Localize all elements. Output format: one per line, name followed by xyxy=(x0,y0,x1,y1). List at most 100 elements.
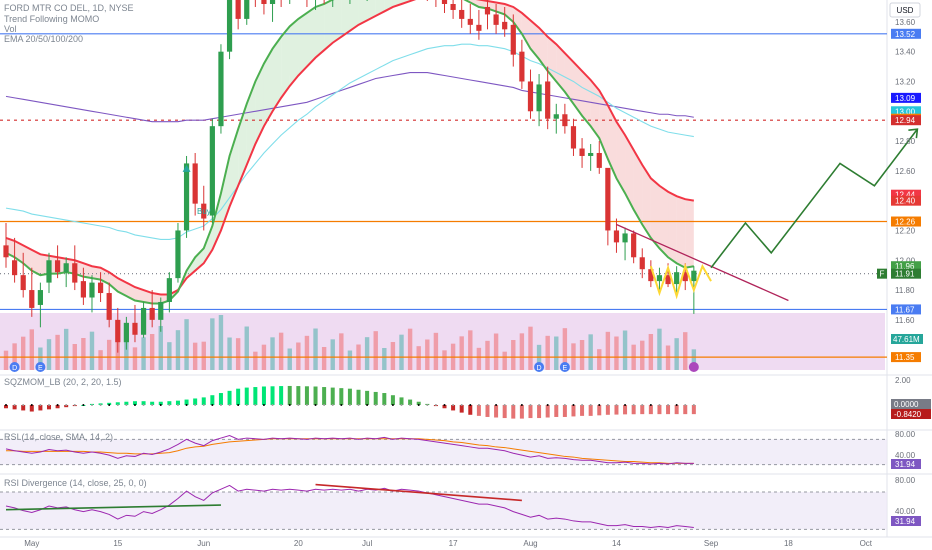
divergence-badge[interactable] xyxy=(891,516,921,526)
candle[interactable] xyxy=(106,293,112,320)
candle[interactable] xyxy=(459,9,465,19)
candle[interactable] xyxy=(140,307,147,335)
momentum-bar[interactable] xyxy=(29,405,34,412)
momentum-bar[interactable] xyxy=(511,405,516,419)
momentum-bar[interactable] xyxy=(313,386,318,405)
candle[interactable] xyxy=(132,322,138,335)
candle[interactable] xyxy=(80,281,86,298)
rsi-ma-line[interactable] xyxy=(6,438,694,464)
momentum-bar[interactable] xyxy=(115,402,120,405)
momentum-bar[interactable] xyxy=(562,405,567,417)
candle[interactable] xyxy=(493,14,499,25)
price-badge[interactable] xyxy=(891,28,921,39)
candle[interactable] xyxy=(588,152,594,156)
candle[interactable] xyxy=(639,257,645,270)
momentum-bar[interactable] xyxy=(382,393,387,405)
momentum-bar[interactable] xyxy=(683,405,688,415)
candle[interactable] xyxy=(37,290,43,305)
candle[interactable] xyxy=(631,233,637,258)
indicator-ema-title[interactable]: EMA 20/50/100/200 xyxy=(4,34,83,44)
candle[interactable] xyxy=(527,81,534,112)
price-badge[interactable] xyxy=(891,106,921,117)
momentum-bar[interactable] xyxy=(691,405,696,415)
ema-100-line[interactable] xyxy=(5,43,694,240)
price-axis[interactable]: 11.60 11.80 12.00 12.20 12.40 12.60 12.80 13.00… xyxy=(877,18,923,363)
currency-button[interactable]: USD xyxy=(889,2,921,18)
candle[interactable] xyxy=(244,0,250,19)
momentum-bar[interactable] xyxy=(55,405,60,409)
candle[interactable] xyxy=(579,148,585,156)
candle[interactable] xyxy=(158,301,164,320)
momentum-bar[interactable] xyxy=(545,405,550,418)
candle[interactable] xyxy=(97,282,104,294)
momentum-bar[interactable] xyxy=(304,386,309,405)
price-badge[interactable] xyxy=(891,115,921,126)
ema-fast-line[interactable] xyxy=(5,0,695,305)
momentum-bar[interactable] xyxy=(451,405,456,411)
candle[interactable] xyxy=(570,126,577,149)
momentum-bar[interactable] xyxy=(485,405,490,417)
momentum-bar[interactable] xyxy=(279,386,284,405)
rsi-line[interactable] xyxy=(5,435,694,465)
momentum-bar[interactable] xyxy=(494,405,499,418)
candle[interactable] xyxy=(201,203,207,219)
candle[interactable] xyxy=(20,275,26,291)
momentum-bar[interactable] xyxy=(588,405,593,416)
momentum-bar[interactable] xyxy=(167,401,172,405)
momentum-bar[interactable] xyxy=(12,405,17,410)
momentum-bar[interactable] xyxy=(631,405,636,415)
candle[interactable] xyxy=(192,163,198,204)
divergence-line[interactable] xyxy=(5,504,221,511)
momentum-bar[interactable] xyxy=(416,401,421,405)
candle[interactable] xyxy=(235,0,241,19)
candle[interactable] xyxy=(149,307,155,320)
squeeze-momentum-pane[interactable]: 0.0000-0.8420 2.00 xyxy=(4,376,931,419)
candle[interactable] xyxy=(596,152,602,168)
volume-badge[interactable] xyxy=(891,334,923,344)
candle[interactable] xyxy=(115,319,121,343)
candle[interactable] xyxy=(484,6,491,15)
momentum-bar[interactable] xyxy=(554,405,559,417)
momentum-bar[interactable] xyxy=(347,388,352,405)
momentum-bar[interactable] xyxy=(597,405,602,416)
momentum-bar[interactable] xyxy=(614,405,619,415)
candle[interactable] xyxy=(175,230,181,279)
price-badge[interactable] xyxy=(891,92,921,103)
candle[interactable] xyxy=(11,260,18,276)
candle[interactable] xyxy=(648,269,654,282)
candle[interactable] xyxy=(605,167,611,231)
price-badge[interactable] xyxy=(891,189,921,200)
price-badge[interactable] xyxy=(891,195,921,206)
indicator-trend-title[interactable]: Trend Following MOMO xyxy=(4,14,99,24)
momentum-bar[interactable] xyxy=(287,385,292,405)
momentum-bar[interactable] xyxy=(64,405,69,408)
candle[interactable] xyxy=(510,24,516,55)
candle[interactable] xyxy=(656,275,663,282)
candle[interactable] xyxy=(218,51,224,127)
candle[interactable] xyxy=(63,263,69,273)
momentum-bar[interactable] xyxy=(571,405,576,417)
momentum-bar[interactable] xyxy=(296,386,301,405)
momentum-bar[interactable] xyxy=(623,405,628,415)
dividend-marker[interactable] xyxy=(9,362,20,372)
buy-signal-marker[interactable] xyxy=(182,164,191,172)
momentum-bar[interactable] xyxy=(537,405,542,419)
momentum-bar[interactable] xyxy=(339,388,344,405)
momentum-bar[interactable] xyxy=(666,405,671,415)
sqzmom-title[interactable]: SQZMOM_LB (20, 2, 20, 1.5) xyxy=(4,377,122,387)
candle[interactable] xyxy=(476,24,482,31)
momentum-bar[interactable] xyxy=(132,401,137,405)
candle[interactable] xyxy=(545,81,551,119)
momentum-bar[interactable] xyxy=(46,405,51,410)
dividend-marker[interactable] xyxy=(534,362,545,372)
momentum-bar[interactable] xyxy=(158,401,163,405)
candle[interactable] xyxy=(562,114,568,127)
candle[interactable] xyxy=(89,282,95,298)
price-badge[interactable] xyxy=(891,352,921,363)
momentum-bar[interactable] xyxy=(674,405,679,415)
event-flag-icon[interactable] xyxy=(688,362,699,372)
ema-slow-line[interactable] xyxy=(5,0,695,296)
momentum-bar[interactable] xyxy=(210,395,215,405)
